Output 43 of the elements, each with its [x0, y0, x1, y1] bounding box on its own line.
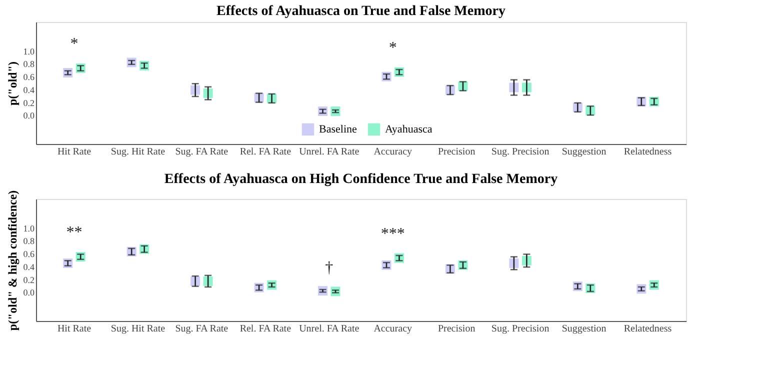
x-tick-label: Unrel. FA Rate — [299, 324, 360, 334]
chart-title: Effects of Ayahuasca on True and False Memory — [216, 4, 506, 19]
x-tick-label: Relatedness — [624, 324, 672, 334]
y-tick-label: 0.0 — [23, 288, 35, 298]
x-tick-label: Sug. Precision — [491, 324, 550, 334]
annotation: † — [325, 260, 334, 277]
x-tick-label: Hit Rate — [57, 146, 92, 158]
x-tick-label: Sug. Hit Rate — [110, 324, 166, 334]
x-tick-label: Relatedness — [624, 146, 672, 158]
x-tick-label: Sug. Precision — [491, 146, 550, 158]
y-axis-title: p("old" & high confidence) — [5, 190, 20, 331]
legend-label: Ayahuasca — [385, 123, 432, 136]
y-tick-label: 0.4 — [23, 84, 35, 95]
x-tick-label: Rel. FA Rate — [240, 146, 292, 158]
x-tick-label: Suggestion — [562, 324, 606, 334]
x-tick-label: Sug. Hit Rate — [110, 146, 166, 158]
annotation: * — [70, 36, 78, 53]
x-tick-label: Hit Rate — [57, 324, 92, 334]
y-tick-label: 1.0 — [23, 46, 35, 56]
x-tick-label: Unrel. FA Rate — [299, 146, 360, 158]
y-tick-label: 0.8 — [23, 236, 35, 246]
annotation: ** — [66, 224, 82, 242]
x-tick-label: Rel. FA Rate — [240, 324, 292, 334]
x-tick-label: Precision — [438, 324, 476, 334]
y-tick-label: 0.6 — [23, 72, 35, 82]
chart-title: Effects of Ayahuasca on High Confidence True and False Memory — [164, 172, 558, 187]
y-tick-label: 0.2 — [23, 274, 34, 285]
y-tick-label: 0.8 — [23, 59, 35, 70]
y-tick-label: 0.6 — [23, 249, 35, 260]
annotation: *** — [380, 226, 405, 243]
x-tick-label: Sug. FA Rate — [175, 146, 229, 158]
annotation: * — [388, 40, 397, 57]
y-tick-label: 0.2 — [23, 98, 34, 108]
x-tick-label: Sug. FA Rate — [175, 324, 229, 334]
y-axis-title: p("old") — [5, 62, 20, 106]
y-tick-label: 0.0 — [23, 110, 35, 121]
y-tick-label: 1.0 — [23, 223, 35, 234]
x-tick-label: Accuracy — [374, 324, 412, 334]
x-tick-label: Suggestion — [562, 146, 606, 158]
y-tick-label: 0.4 — [23, 262, 35, 272]
x-tick-label: Precision — [438, 146, 476, 158]
x-tick-label: Accuracy — [374, 146, 412, 158]
legend-label: Baseline — [319, 123, 357, 136]
